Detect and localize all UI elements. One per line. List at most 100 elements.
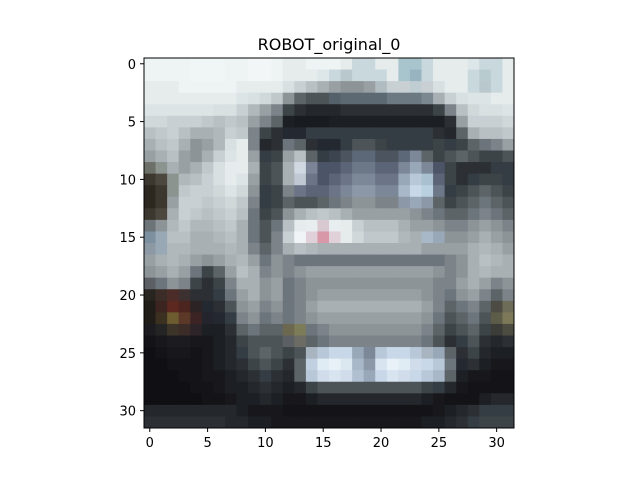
- pixel: [490, 196, 503, 209]
- pixel: [490, 243, 503, 255]
- pixel: [433, 404, 446, 417]
- x-axis: 0 5 10 15 20 25 30: [146, 428, 505, 451]
- pixel: [329, 381, 341, 394]
- pixel: [259, 162, 272, 175]
- pixel: [259, 289, 272, 302]
- pixel: [305, 277, 318, 290]
- pixel: [190, 58, 203, 70]
- pixel: [433, 185, 446, 198]
- pixel: [363, 323, 376, 336]
- pixel: [294, 254, 307, 267]
- pixel: [259, 127, 272, 140]
- pixel: [224, 208, 237, 221]
- pixel: [259, 231, 272, 244]
- pixel: [190, 185, 203, 198]
- pixel: [409, 254, 422, 267]
- pixel: [317, 300, 330, 313]
- pixel: [398, 138, 411, 151]
- pixel: [224, 173, 237, 186]
- pixel: [386, 69, 399, 82]
- pixel: [144, 254, 156, 267]
- pixel: [409, 358, 422, 371]
- pixel: [282, 196, 295, 209]
- pixel: [502, 277, 515, 290]
- pixel: [144, 300, 156, 313]
- pixel: [271, 219, 284, 232]
- pixel: [224, 289, 237, 302]
- pixel: [386, 162, 399, 175]
- pixel: [317, 58, 330, 70]
- chart-title: ROBOT_original_0: [258, 35, 401, 55]
- pixel: [271, 347, 284, 360]
- pixel: [490, 138, 503, 151]
- pixel: [490, 58, 503, 70]
- pixel: [479, 231, 492, 244]
- pixel: [213, 370, 226, 383]
- pixel: [433, 115, 446, 128]
- pixel: [386, 81, 399, 94]
- pixel: [271, 127, 284, 140]
- pixel: [294, 323, 307, 336]
- pixel: [375, 127, 388, 140]
- pixel: [433, 370, 446, 383]
- pixel: [178, 104, 191, 117]
- pixel: [305, 196, 318, 209]
- pixel: [317, 393, 330, 406]
- pixel: [144, 266, 156, 279]
- pixel: [363, 254, 376, 267]
- pixel: [502, 81, 515, 94]
- pixel: [259, 196, 272, 209]
- pixel: [213, 92, 226, 105]
- pixel: [294, 358, 307, 371]
- pixel: [467, 92, 480, 105]
- pixel: [444, 150, 457, 163]
- pixel: [329, 208, 341, 221]
- pixel: [282, 335, 295, 348]
- pixel: [259, 381, 272, 394]
- pixel: [375, 150, 388, 163]
- pixel: [236, 92, 249, 105]
- pixel: [421, 208, 434, 221]
- pixel: [167, 185, 180, 198]
- pixel: [363, 300, 376, 313]
- pixel: [178, 381, 191, 394]
- pixel: [224, 404, 237, 417]
- pixel: [386, 254, 399, 267]
- pixel: [155, 277, 168, 290]
- pixel: [479, 127, 492, 140]
- pixel: [155, 127, 168, 140]
- pixel: [421, 370, 434, 383]
- pixel: [363, 335, 376, 348]
- pixel: [167, 58, 180, 70]
- pixel: [236, 277, 249, 290]
- pixel: [213, 104, 226, 117]
- pixel: [155, 254, 168, 267]
- pixel: [190, 393, 203, 406]
- pixel: [329, 243, 341, 255]
- pixel: [398, 185, 411, 198]
- pixel: [213, 81, 226, 94]
- pixel: [490, 219, 503, 232]
- pixel: [224, 358, 237, 371]
- pixel: [167, 370, 180, 383]
- pixel: [178, 370, 191, 383]
- pixel: [317, 81, 330, 94]
- pixel: [421, 312, 434, 325]
- pixel: [375, 243, 388, 255]
- pixel: [248, 104, 261, 117]
- pixel: [398, 254, 411, 267]
- pixel: [490, 104, 503, 117]
- pixel: [444, 115, 457, 128]
- pixel: [259, 208, 272, 221]
- pixel: [456, 231, 469, 244]
- pixel: [144, 347, 156, 360]
- pixel: [271, 300, 284, 313]
- pixel: [294, 312, 307, 325]
- pixel: [201, 208, 214, 221]
- pixel: [178, 162, 191, 175]
- pixel: [224, 335, 237, 348]
- pixel: [248, 347, 261, 360]
- pixel: [490, 277, 503, 290]
- pixel: [467, 277, 480, 290]
- pixel: [490, 416, 503, 429]
